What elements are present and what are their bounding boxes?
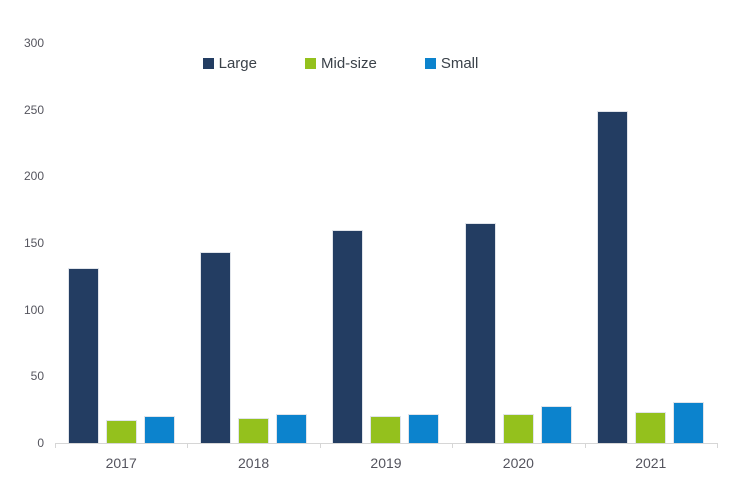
legend-item-mid-size[interactable]: Mid-size [305,56,377,71]
chart-legend: Large Mid-size Small [0,56,707,71]
x-axis-label: 2019 [370,455,402,471]
legend-item-large[interactable]: Large [202,55,257,72]
x-axis-tick [320,443,321,448]
x-axis-label: 2021 [635,455,667,471]
x-axis-tick [187,443,188,448]
bar-mid-size-2019[interactable] [370,416,402,443]
x-axis-tick [452,443,453,448]
bar-small-2018[interactable] [276,413,308,443]
y-axis-label: 100 [23,302,44,317]
bar-mid-size-2021[interactable] [635,412,667,443]
y-axis-label: 150 [23,236,44,250]
plot-area [55,43,718,448]
bar-large-2018[interactable] [200,252,232,443]
bar-group-2020 [452,43,584,443]
y-axis-label: 300 [23,36,44,50]
bar-group-2018 [187,43,319,443]
bar-group-2019 [320,43,452,443]
legend-marker-icon [202,58,214,69]
legend-marker-icon [305,58,316,69]
bar-group-2017 [55,43,187,443]
y-axis-label: 200 [23,169,44,184]
y-axis-label: 50 [30,369,44,384]
bar-group-2021 [585,43,717,443]
bar-mid-size-2017[interactable] [105,420,137,443]
x-axis-label: 2017 [105,455,137,471]
x-axis-tick [585,443,586,448]
bar-small-2019[interactable] [408,413,440,443]
bar-small-2017[interactable] [143,416,175,443]
bar-mid-size-2018[interactable] [238,417,270,443]
x-axis-label: 2020 [502,455,534,471]
y-axis-label: 0 [37,436,44,450]
legend-marker-icon [424,58,436,69]
bar-mid-size-2020[interactable] [502,413,534,443]
bar-large-2021[interactable] [597,111,629,443]
bar-large-2017[interactable] [67,268,99,443]
y-axis-label: 250 [23,102,44,117]
x-axis-label: 2018 [238,455,270,471]
x-axis-tick [55,443,56,448]
legend-label: Large [218,55,257,72]
bar-large-2020[interactable] [464,223,496,443]
legend-label: Mid-size [321,55,377,72]
bar-small-2020[interactable] [540,405,572,443]
legend-label: Small [440,55,479,72]
legend-item-small[interactable]: Small [424,55,479,72]
bar-small-2021[interactable] [673,401,705,443]
x-axis-tick [717,443,718,448]
bar-large-2019[interactable] [332,229,364,443]
